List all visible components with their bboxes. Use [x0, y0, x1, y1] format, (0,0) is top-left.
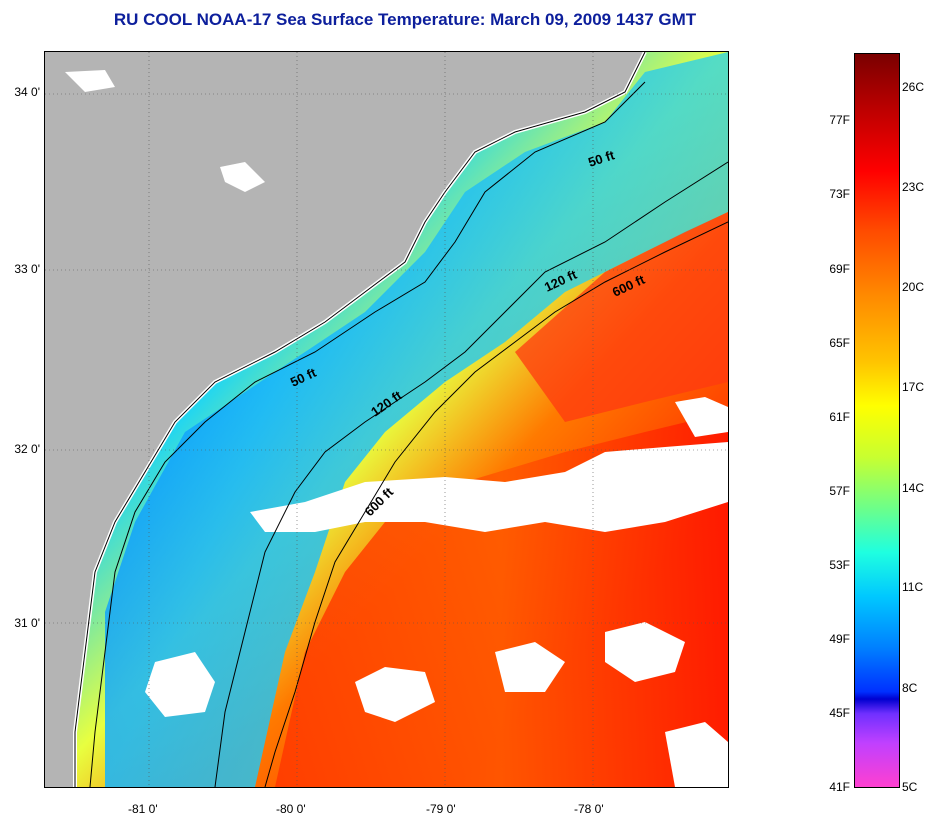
colorbar-f-label: 57F: [829, 484, 850, 498]
lon-label: -80 0': [276, 802, 306, 816]
colorbar-f-label: 77F: [829, 113, 850, 127]
colorbar-c-label: 11C: [902, 580, 924, 594]
lon-label: -79 0': [426, 802, 456, 816]
colorbar-f-label: 53F: [829, 558, 850, 572]
colorbar-c-label: 14C: [902, 481, 925, 495]
isobath-600ft: [264, 221, 728, 787]
warm-offshore: [515, 212, 728, 422]
colorbar-f-label: 61F: [829, 410, 850, 424]
lon-label: -78 0': [574, 802, 604, 816]
colorbar-c-label: 8C: [902, 681, 918, 695]
colorbar-c-label: 23C: [902, 180, 925, 194]
colorbar-f-label: 45F: [829, 706, 850, 720]
colorbar-f-label: 41F: [829, 780, 850, 794]
cloud-patches: [65, 70, 728, 787]
colorbar-f-label: 49F: [829, 632, 850, 646]
shelf-water: [105, 52, 728, 787]
colorbar-c-label: 26C: [902, 80, 925, 94]
land: [45, 52, 645, 787]
lon-label: -81 0': [128, 802, 158, 816]
sst-map-canvas: 50 ft 50 ft 120 ft 120 ft 600 ft 600 ft: [45, 52, 728, 787]
colorbar-c-label: 17C: [902, 380, 925, 394]
colorbar-f-label: 65F: [829, 336, 850, 350]
lat-label: 32 0': [14, 442, 40, 456]
map-title: RU COOL NOAA-17 Sea Surface Temperature:…: [113, 10, 697, 29]
colorbar-f-label: 73F: [829, 187, 850, 201]
temperature-colorbar: [854, 53, 900, 788]
graticule: [45, 52, 728, 787]
lat-label: 33 0': [14, 262, 40, 276]
lat-label: 31 0': [14, 616, 40, 630]
coastline-inner: [74, 52, 646, 787]
lat-label: 34 0': [14, 85, 40, 99]
isobath-120ft: [214, 161, 728, 787]
sst-map[interactable]: 50 ft 50 ft 120 ft 120 ft 600 ft 600 ft: [44, 51, 729, 788]
colorbar-f-label: 69F: [829, 262, 850, 276]
colorbar-c-label: 20C: [902, 280, 925, 294]
colorbar-c-label: 5C: [902, 780, 918, 794]
isobath-50ft: [89, 81, 646, 787]
